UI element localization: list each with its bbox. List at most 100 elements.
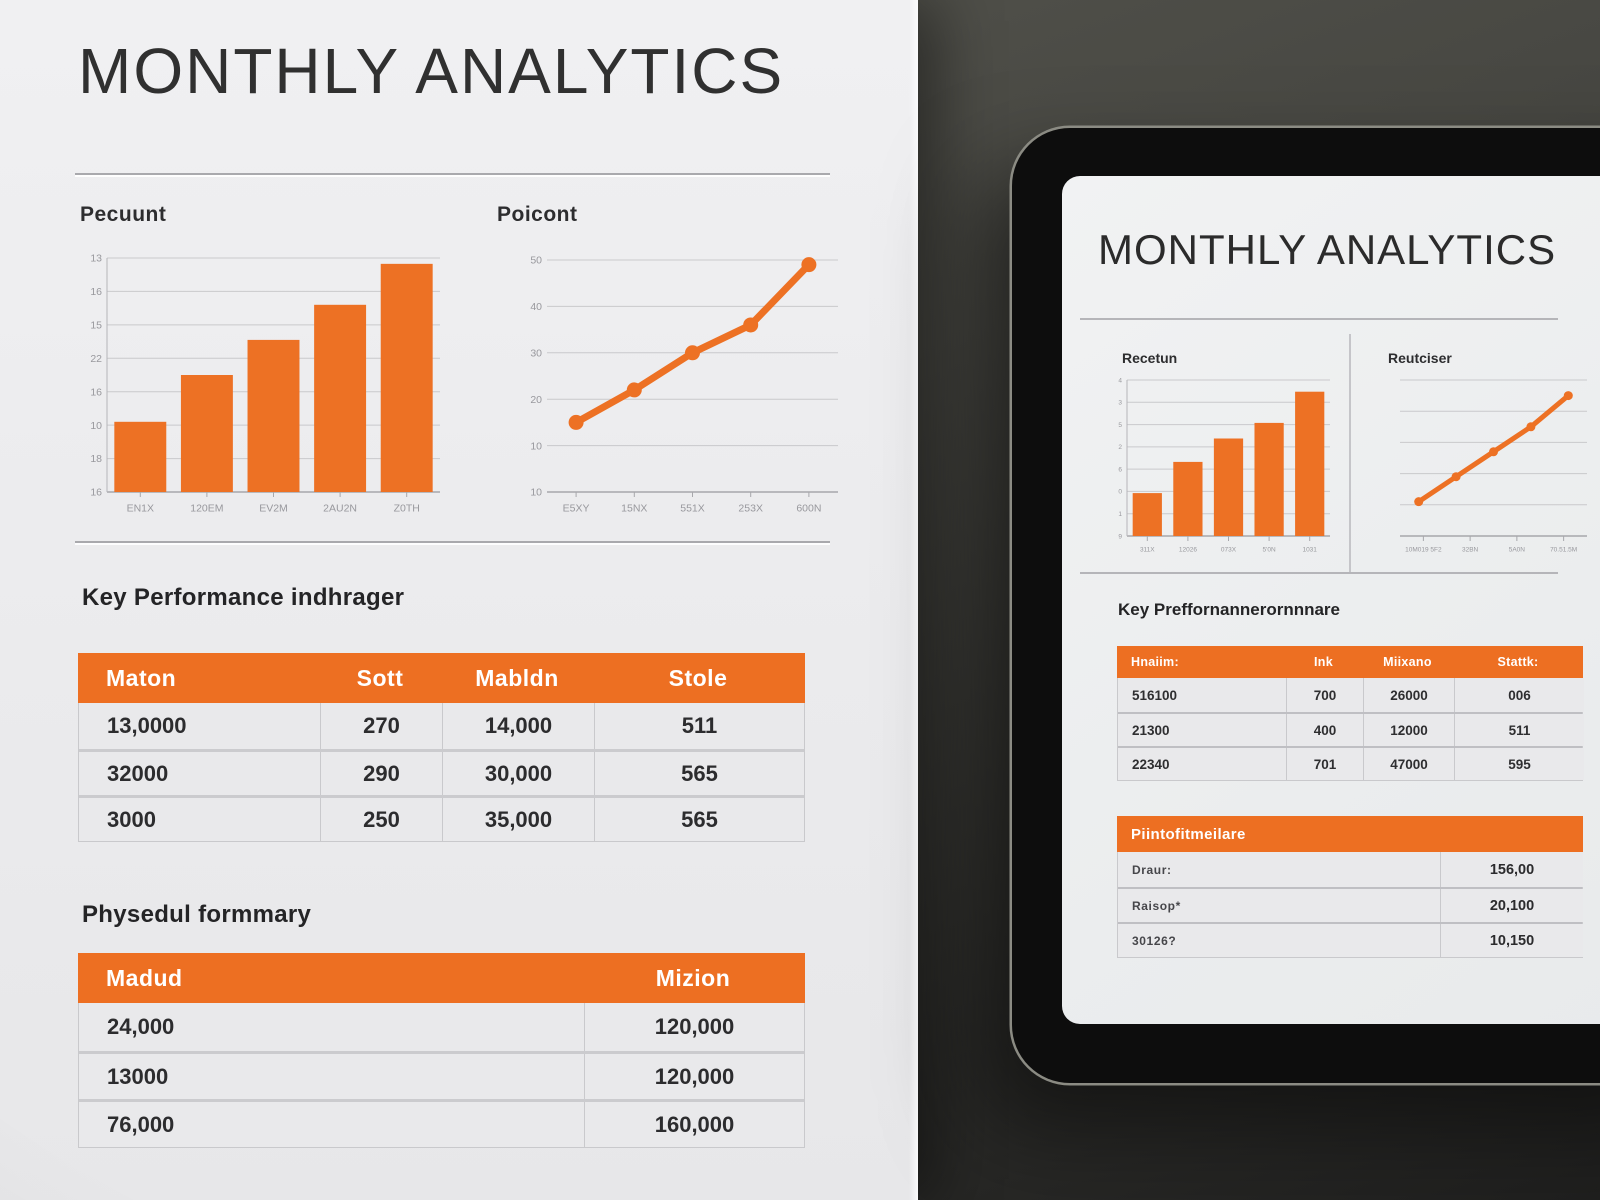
- table-row: 30126? 10,150: [1118, 922, 1583, 957]
- table-row: 13000 120,000: [79, 1051, 804, 1099]
- table-cell: 006: [1454, 678, 1584, 712]
- svg-text:1: 1: [1118, 511, 1122, 518]
- divider: [1349, 334, 1351, 572]
- summary-header-cell: Mizion: [655, 964, 731, 991]
- svg-text:10M019 5F2: 10M019 5F2: [1405, 547, 1442, 554]
- svg-text:6: 6: [1118, 466, 1122, 473]
- table-cell: 76,000: [79, 1102, 584, 1147]
- table-cell: 120,000: [584, 1003, 804, 1051]
- kpi-table-body: 13,0000 270 14,000 511 32000 290 30,000 …: [78, 703, 805, 842]
- svg-text:30: 30: [530, 347, 542, 359]
- svg-text:5: 5: [1118, 422, 1122, 429]
- kpi-section-heading: Key Performance indhrager: [82, 584, 405, 611]
- svg-text:1031: 1031: [1302, 547, 1317, 554]
- table-cell: 13,0000: [79, 703, 320, 749]
- tablet-bar-chart-title: Recetun: [1122, 350, 1178, 366]
- table-cell: 26000: [1363, 678, 1454, 712]
- summary-table-header-row: Madud Mizion: [78, 953, 805, 1003]
- table-cell: 21300: [1118, 714, 1286, 746]
- bar-chart-canvas: 13 16 15 22 16 10 18 16 EN1X 120EM EV2M 2AU2N Z0TH: [90, 253, 440, 515]
- svg-text:2: 2: [1118, 444, 1122, 451]
- svg-text:2AU2N: 2AU2N: [323, 503, 357, 515]
- tablet-screen: MONTHLY ANALYTICS Recetun 4 3 5 2 6 0 1 9 311X 12…: [1062, 176, 1600, 1024]
- svg-text:70.51.5M: 70.51.5M: [1550, 547, 1577, 554]
- divider: [1080, 572, 1558, 574]
- kpi-header-cell: Stole: [668, 664, 728, 691]
- table-row: 22340 701 47000 595: [1118, 746, 1584, 780]
- table-cell: 701: [1286, 748, 1363, 780]
- table-cell: 595: [1454, 748, 1584, 780]
- table-cell: 20,100: [1440, 889, 1583, 922]
- tablet-line-chart-canvas: 10M019 5F2 32BN 5A0N 70.51.5M: [1400, 379, 1587, 554]
- tablet-bar-chart-canvas: 4 3 5 2 6 0 1 9 311X 12026 073X 5'0N 1031: [1118, 377, 1330, 554]
- summary-table: Madud Mizion 24,000 120,000 13000 120,00…: [78, 953, 805, 1148]
- line-chart-title: Poicont: [497, 203, 578, 226]
- table-row: 32000 290 30,000 565: [79, 749, 804, 795]
- summary-section-heading: Physedul formmary: [82, 901, 312, 928]
- tablet-line-chart-title: Reutciser: [1388, 350, 1452, 366]
- tablet-device: MONTHLY ANALYTICS Recetun 4 3 5 2 6 0 1 9 311X 12…: [1012, 128, 1600, 1083]
- tablet-kpi-header-cell: Stattk:: [1497, 655, 1539, 669]
- kpi-header-cell: Maton: [106, 664, 177, 691]
- table-cell: 22340: [1118, 748, 1286, 780]
- svg-text:5'0N: 5'0N: [1263, 547, 1276, 554]
- table-cell: 516100: [1118, 678, 1286, 712]
- svg-text:9: 9: [1118, 533, 1122, 540]
- tablet-page-title: MONTHLY ANALYTICS: [1098, 226, 1557, 273]
- kpi-table-header-row: Maton Sott Mabldn Stole: [78, 653, 805, 703]
- table-cell: 160,000: [584, 1102, 804, 1147]
- svg-text:32BN: 32BN: [1462, 547, 1479, 554]
- table-cell: 511: [594, 703, 804, 749]
- svg-text:40: 40: [530, 301, 542, 313]
- summary-table-body: 24,000 120,000 13000 120,000 76,000 160,…: [78, 1003, 805, 1148]
- svg-text:073X: 073X: [1221, 547, 1237, 554]
- svg-text:16: 16: [90, 487, 102, 499]
- svg-text:3: 3: [1118, 400, 1122, 407]
- tablet-kpi-header-cell: Hnaiim:: [1131, 655, 1179, 669]
- kpi-table: Maton Sott Mabldn Stole 13,0000 270 14,0…: [78, 653, 805, 842]
- svg-text:16: 16: [90, 286, 102, 298]
- svg-text:13: 13: [90, 253, 102, 265]
- table-cell: 250: [320, 798, 442, 841]
- table-cell: 32000: [79, 752, 320, 795]
- svg-text:16: 16: [90, 386, 102, 398]
- table-row: 24,000 120,000: [79, 1003, 804, 1051]
- tablet-profit-table: Piintofitmeilare Draur: 156,00 Raisop* 2…: [1117, 816, 1583, 958]
- svg-text:120EM: 120EM: [190, 503, 223, 515]
- divider: [75, 541, 830, 543]
- table-row: 21300 400 12000 511: [1118, 712, 1584, 746]
- svg-text:EN1X: EN1X: [127, 503, 154, 515]
- table-cell: 400: [1286, 714, 1363, 746]
- svg-text:4: 4: [1118, 377, 1122, 384]
- table-cell: 511: [1454, 714, 1584, 746]
- table-cell: 30126?: [1118, 924, 1440, 957]
- svg-text:15: 15: [90, 320, 102, 332]
- svg-text:18: 18: [90, 453, 102, 465]
- tablet-kpi-body: 516100 700 26000 006 21300 400 12000 511…: [1117, 678, 1584, 781]
- svg-text:12026: 12026: [1179, 547, 1197, 554]
- svg-text:20: 20: [530, 394, 542, 406]
- table-cell: 290: [320, 752, 442, 795]
- kpi-header-cell: Sott: [356, 664, 404, 691]
- table-row: 516100 700 26000 006: [1118, 678, 1584, 712]
- table-cell: Draur:: [1118, 852, 1440, 887]
- line-chart-canvas: 50 40 30 20 10 10 E5XY 15NX 551X 253X 600N: [530, 255, 838, 515]
- table-cell: 156,00: [1440, 852, 1583, 887]
- tablet-profit-body: Draur: 156,00 Raisop* 20,100 30126? 10,1…: [1117, 852, 1583, 958]
- table-cell: Raisop*: [1118, 889, 1440, 922]
- svg-text:5A0N: 5A0N: [1509, 547, 1526, 554]
- kpi-header-cell: Mabldn: [475, 664, 559, 691]
- svg-text:311X: 311X: [1140, 547, 1155, 554]
- report-page: MONTHLY ANALYTICS Pecuunt 13 16 15 22 16 10 18…: [0, 0, 918, 1200]
- table-row: 76,000 160,000: [79, 1099, 804, 1147]
- tablet-kpi-table: Hnaiim: Ink Miixano Stattk: 516100 700 2…: [1117, 646, 1584, 781]
- svg-text:551X: 551X: [680, 503, 705, 515]
- svg-text:EV2M: EV2M: [259, 503, 288, 515]
- table-cell: 3000: [79, 798, 320, 841]
- svg-text:253X: 253X: [738, 503, 763, 515]
- summary-header-cell: Madud: [106, 964, 183, 991]
- svg-text:22: 22: [90, 353, 102, 365]
- table-cell: 12000: [1363, 714, 1454, 746]
- tablet-kpi-header-row: Hnaiim: Ink Miixano Stattk:: [1117, 646, 1583, 678]
- table-cell: 270: [320, 703, 442, 749]
